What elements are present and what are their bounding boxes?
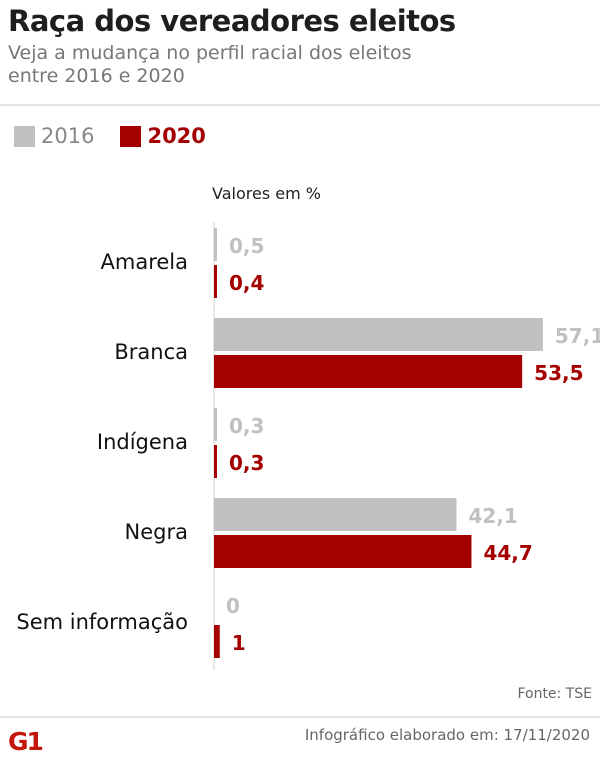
data-label-2016: 57,1 xyxy=(555,324,600,348)
data-label-2016: 42,1 xyxy=(468,504,517,528)
legend-item-2016: 2016 xyxy=(14,124,94,148)
legend-label-2016: 2016 xyxy=(41,124,95,148)
category-label: Indígena xyxy=(97,430,188,454)
category-label: Branca xyxy=(114,340,188,364)
category-label: Amarela xyxy=(101,250,189,274)
source-label: Fonte: TSE xyxy=(517,686,592,702)
legend: 2016 2020 xyxy=(14,124,232,148)
data-label-2016: 0,5 xyxy=(229,234,264,258)
data-label-2020: 0,3 xyxy=(229,451,264,475)
chart-subtitle: Veja a mudança no perfil racial dos elei… xyxy=(8,42,598,88)
bar-2016 xyxy=(214,498,457,531)
header-divider xyxy=(0,104,600,106)
bar-2020 xyxy=(214,265,217,298)
bar-2020 xyxy=(214,535,472,568)
legend-swatch-2020 xyxy=(120,125,142,147)
bar-2020 xyxy=(214,355,523,388)
credit-label: Infográfico elaborado em: 17/11/2020 xyxy=(304,726,590,744)
data-label-2016: 0 xyxy=(226,594,240,618)
category-label: Negra xyxy=(125,520,188,544)
legend-item-2020: 2020 xyxy=(120,124,206,148)
units-label: Valores em % xyxy=(212,184,321,203)
subtitle-line-1: Veja a mudança no perfil racial dos elei… xyxy=(8,42,412,64)
data-label-2020: 1 xyxy=(232,631,246,655)
bar-2020 xyxy=(214,445,217,478)
bar-2016 xyxy=(214,408,217,441)
legend-label-2020: 2020 xyxy=(147,124,206,148)
bar-2016 xyxy=(214,318,543,351)
data-label-2020: 0,4 xyxy=(229,271,264,295)
footer-divider xyxy=(0,716,600,718)
g1-logo: G1 xyxy=(8,727,44,756)
data-label-2020: 44,7 xyxy=(483,541,532,565)
data-label-2020: 53,5 xyxy=(534,361,583,385)
legend-swatch-2016 xyxy=(14,125,35,147)
bar-2020 xyxy=(214,625,220,658)
bar-2016 xyxy=(214,228,217,261)
chart-title: Raça dos vereadores eleitos xyxy=(8,4,456,38)
category-label: Sem informação xyxy=(16,610,188,634)
data-label-2016: 0,3 xyxy=(229,414,264,438)
subtitle-line-2: entre 2016 e 2020 xyxy=(8,65,185,87)
